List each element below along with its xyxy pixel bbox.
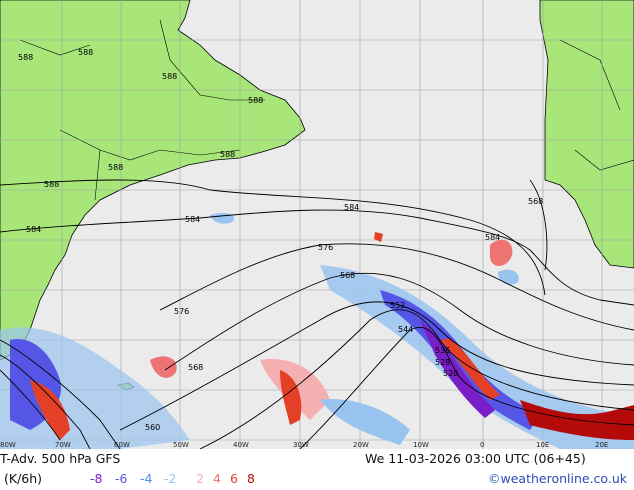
legend-value: 4 (213, 471, 221, 486)
svg-text:588: 588 (108, 163, 123, 172)
map-canvas: 588 588 588 588 588 588 588 584 584 584 … (0, 0, 634, 449)
svg-text:20W: 20W (353, 441, 369, 449)
svg-text:544: 544 (398, 325, 413, 334)
svg-text:528: 528 (435, 358, 450, 367)
svg-text:10E: 10E (536, 441, 549, 449)
svg-text:20E: 20E (595, 441, 608, 449)
svg-text:584: 584 (485, 233, 500, 242)
grid-lines (0, 0, 634, 449)
footer-info-row: T-Adv. 500 hPa GFS We 11-03-2026 03:00 U… (0, 450, 634, 470)
legend-value: -6 (115, 471, 128, 486)
svg-text:588: 588 (162, 72, 177, 81)
svg-text:560: 560 (145, 423, 160, 432)
longitude-labels: 80W 70W 60W 50W 40W 30W 20W 10W 0 10E 20… (0, 441, 608, 449)
svg-text:568: 568 (528, 197, 543, 206)
africa-land (539, 0, 634, 269)
legend-value: -8 (90, 471, 103, 486)
legend-value: 8 (247, 471, 255, 486)
svg-text:0: 0 (480, 441, 484, 449)
svg-text:576: 576 (174, 307, 189, 316)
credit-link[interactable]: ©weatheronline.co.uk (488, 471, 627, 486)
legend-value: -4 (140, 471, 153, 486)
svg-text:588: 588 (18, 53, 33, 62)
svg-text:584: 584 (185, 215, 200, 224)
legend-value: 6 (230, 471, 238, 486)
svg-text:536: 536 (435, 346, 450, 355)
map-title: T-Adv. 500 hPa GFS (0, 451, 121, 466)
svg-text:584: 584 (26, 225, 41, 234)
svg-text:60W: 60W (114, 441, 130, 449)
svg-text:70W: 70W (55, 441, 71, 449)
svg-text:520: 520 (443, 369, 458, 378)
country-borders (19, 19, 634, 201)
footer-legend-row: (K/6h) -8 -6 -4 -2 2 4 6 8 ©weatheronlin… (0, 470, 634, 490)
svg-text:30W: 30W (293, 441, 309, 449)
legend-value: 2 (196, 471, 204, 486)
svg-text:584: 584 (344, 203, 359, 212)
advection-shading (0, 212, 634, 449)
svg-text:40W: 40W (233, 441, 249, 449)
svg-text:576: 576 (318, 243, 333, 252)
svg-text:588: 588 (78, 48, 93, 57)
geopotential-contours (0, 179, 634, 449)
svg-text:552: 552 (390, 301, 405, 310)
svg-text:568: 568 (188, 363, 203, 372)
svg-text:588: 588 (44, 180, 59, 189)
weather-map: 588 588 588 588 588 588 588 584 584 584 … (0, 0, 634, 449)
legend-value: -2 (164, 471, 177, 486)
svg-text:568: 568 (340, 271, 355, 280)
svg-text:588: 588 (248, 96, 263, 105)
svg-text:50W: 50W (173, 441, 189, 449)
svg-text:10W: 10W (413, 441, 429, 449)
contour-labels: 588 588 588 588 588 588 588 584 584 584 … (18, 48, 543, 432)
svg-text:588: 588 (220, 150, 235, 159)
valid-time: We 11-03-2026 03:00 UTC (06+45) (365, 451, 586, 466)
units-label: (K/6h) (4, 471, 43, 486)
svg-text:80W: 80W (0, 441, 16, 449)
